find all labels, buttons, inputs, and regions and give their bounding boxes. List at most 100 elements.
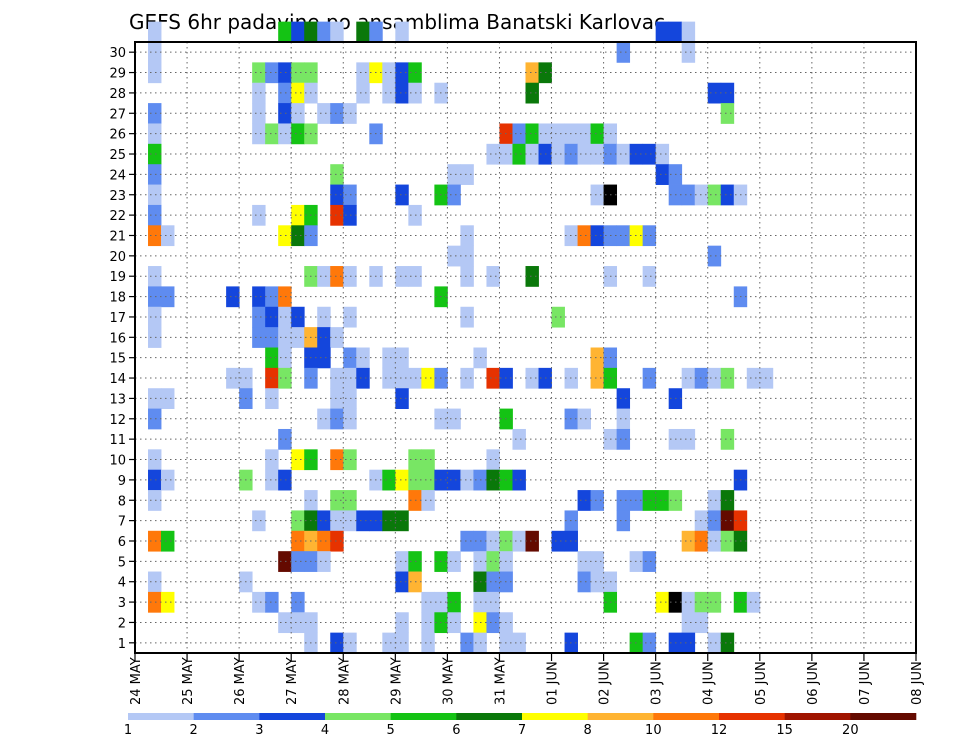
x-tick-label: 08 JUN bbox=[910, 661, 925, 705]
heatmap-cell bbox=[759, 367, 774, 389]
heatmap-cell bbox=[382, 469, 396, 491]
heatmap-cell bbox=[278, 367, 292, 389]
heatmap-cell bbox=[616, 42, 631, 63]
heatmap-cell bbox=[278, 327, 292, 348]
x-tick-label: 26 MAY bbox=[233, 657, 248, 705]
heatmap-cell bbox=[317, 21, 331, 43]
heatmap-cell bbox=[330, 266, 344, 287]
heatmap-cell bbox=[707, 245, 722, 267]
heatmap-cell bbox=[330, 204, 344, 226]
heatmap-cell bbox=[330, 21, 344, 43]
heatmap-cell bbox=[395, 510, 409, 532]
heatmap-cell bbox=[447, 408, 461, 430]
y-tick-label: 29 bbox=[109, 67, 126, 82]
heatmap-cell bbox=[681, 184, 696, 206]
colorbar-label: 10 bbox=[645, 723, 662, 738]
heatmap-cell bbox=[577, 123, 591, 145]
colorbar-segment bbox=[719, 713, 785, 720]
heatmap-cell bbox=[356, 82, 370, 104]
colorbar-label: 1 bbox=[124, 723, 132, 738]
x-tick-label: 03 JUN bbox=[650, 661, 665, 705]
heatmap-cell bbox=[382, 367, 396, 389]
heatmap-cell bbox=[720, 510, 735, 532]
y-tick-label: 16 bbox=[109, 331, 126, 346]
heatmap-cell bbox=[369, 21, 383, 43]
heatmap-cell bbox=[382, 632, 396, 654]
heatmap-cell bbox=[590, 571, 604, 593]
heatmap-cell bbox=[148, 62, 162, 84]
y-tick-label: 8 bbox=[118, 494, 126, 509]
y-tick-label: 21 bbox=[109, 229, 126, 244]
heatmap-cell bbox=[447, 591, 461, 613]
heatmap-cell bbox=[356, 367, 370, 389]
heatmap-cell bbox=[252, 123, 266, 145]
heatmap-cell bbox=[395, 388, 409, 409]
heatmap-cell bbox=[382, 62, 396, 84]
heatmap-cell bbox=[161, 530, 175, 552]
heatmap-cell bbox=[330, 367, 344, 389]
heatmap-cell bbox=[447, 245, 461, 267]
heatmap-cell bbox=[642, 143, 657, 165]
heatmap-cell bbox=[590, 347, 604, 369]
heatmap-cell bbox=[330, 530, 344, 552]
y-tick-label: 9 bbox=[118, 474, 126, 489]
x-tick-label: 30 MAY bbox=[441, 657, 456, 705]
heatmap-cell bbox=[395, 612, 409, 634]
heatmap-cell bbox=[395, 347, 409, 369]
heatmap-cell bbox=[291, 103, 305, 124]
heatmap-cell bbox=[291, 204, 305, 226]
heatmap-cell bbox=[512, 469, 526, 491]
x-tick-label: 29 MAY bbox=[389, 657, 404, 705]
heatmap-cell bbox=[252, 103, 266, 124]
heatmap-cell bbox=[161, 591, 175, 613]
heatmap-cell bbox=[707, 591, 722, 613]
y-tick-label: 24 bbox=[109, 168, 126, 183]
heatmap-cell bbox=[330, 490, 344, 511]
heatmap-cell bbox=[616, 143, 631, 165]
heatmap-cell bbox=[486, 551, 500, 572]
heatmap-cell bbox=[551, 530, 565, 552]
colorbar-label: 8 bbox=[584, 723, 592, 738]
heatmap-cell bbox=[525, 530, 539, 552]
heatmap-cell bbox=[291, 306, 305, 328]
y-tick-label: 25 bbox=[109, 148, 126, 163]
heatmap-cell bbox=[265, 62, 279, 84]
heatmap-cell bbox=[460, 530, 474, 552]
heatmap-cell bbox=[525, 62, 539, 84]
heatmap-cell bbox=[486, 266, 500, 287]
heatmap-cell bbox=[720, 530, 735, 552]
heatmap-cell bbox=[148, 286, 162, 308]
heatmap-cell bbox=[460, 632, 474, 654]
heatmap-cell bbox=[720, 103, 735, 124]
heatmap-cell bbox=[278, 225, 292, 247]
heatmap-cell bbox=[577, 143, 591, 165]
heatmap-cell bbox=[291, 225, 305, 247]
heatmap-cell bbox=[525, 82, 539, 104]
heatmap-cell bbox=[655, 143, 670, 165]
heatmap-cell bbox=[681, 612, 696, 634]
heatmap-cell bbox=[590, 551, 604, 572]
heatmap-cell bbox=[278, 82, 292, 104]
heatmap-cell bbox=[317, 510, 331, 532]
heatmap-cell bbox=[278, 306, 292, 328]
x-tick-label: 02 JUN bbox=[598, 661, 613, 705]
y-tick-label: 11 bbox=[109, 433, 126, 448]
colorbar-segment bbox=[128, 713, 194, 720]
heatmap-cell bbox=[382, 347, 396, 369]
heatmap-cell bbox=[486, 591, 500, 613]
heatmap-cell bbox=[343, 408, 357, 430]
heatmap-cell bbox=[148, 143, 162, 165]
y-tick-label: 2 bbox=[118, 616, 126, 631]
heatmap-cells bbox=[148, 21, 774, 654]
heatmap-cell bbox=[148, 408, 162, 430]
heatmap-cell bbox=[642, 367, 657, 389]
colorbar-segment bbox=[456, 713, 523, 720]
heatmap-cell bbox=[148, 327, 162, 348]
heatmap-cell bbox=[343, 632, 357, 654]
heatmap-cell bbox=[291, 62, 305, 84]
heatmap-cell bbox=[291, 551, 305, 572]
colorbar-segment bbox=[390, 713, 457, 720]
y-tick-label: 28 bbox=[109, 87, 126, 102]
colorbar-label: 6 bbox=[452, 723, 460, 738]
